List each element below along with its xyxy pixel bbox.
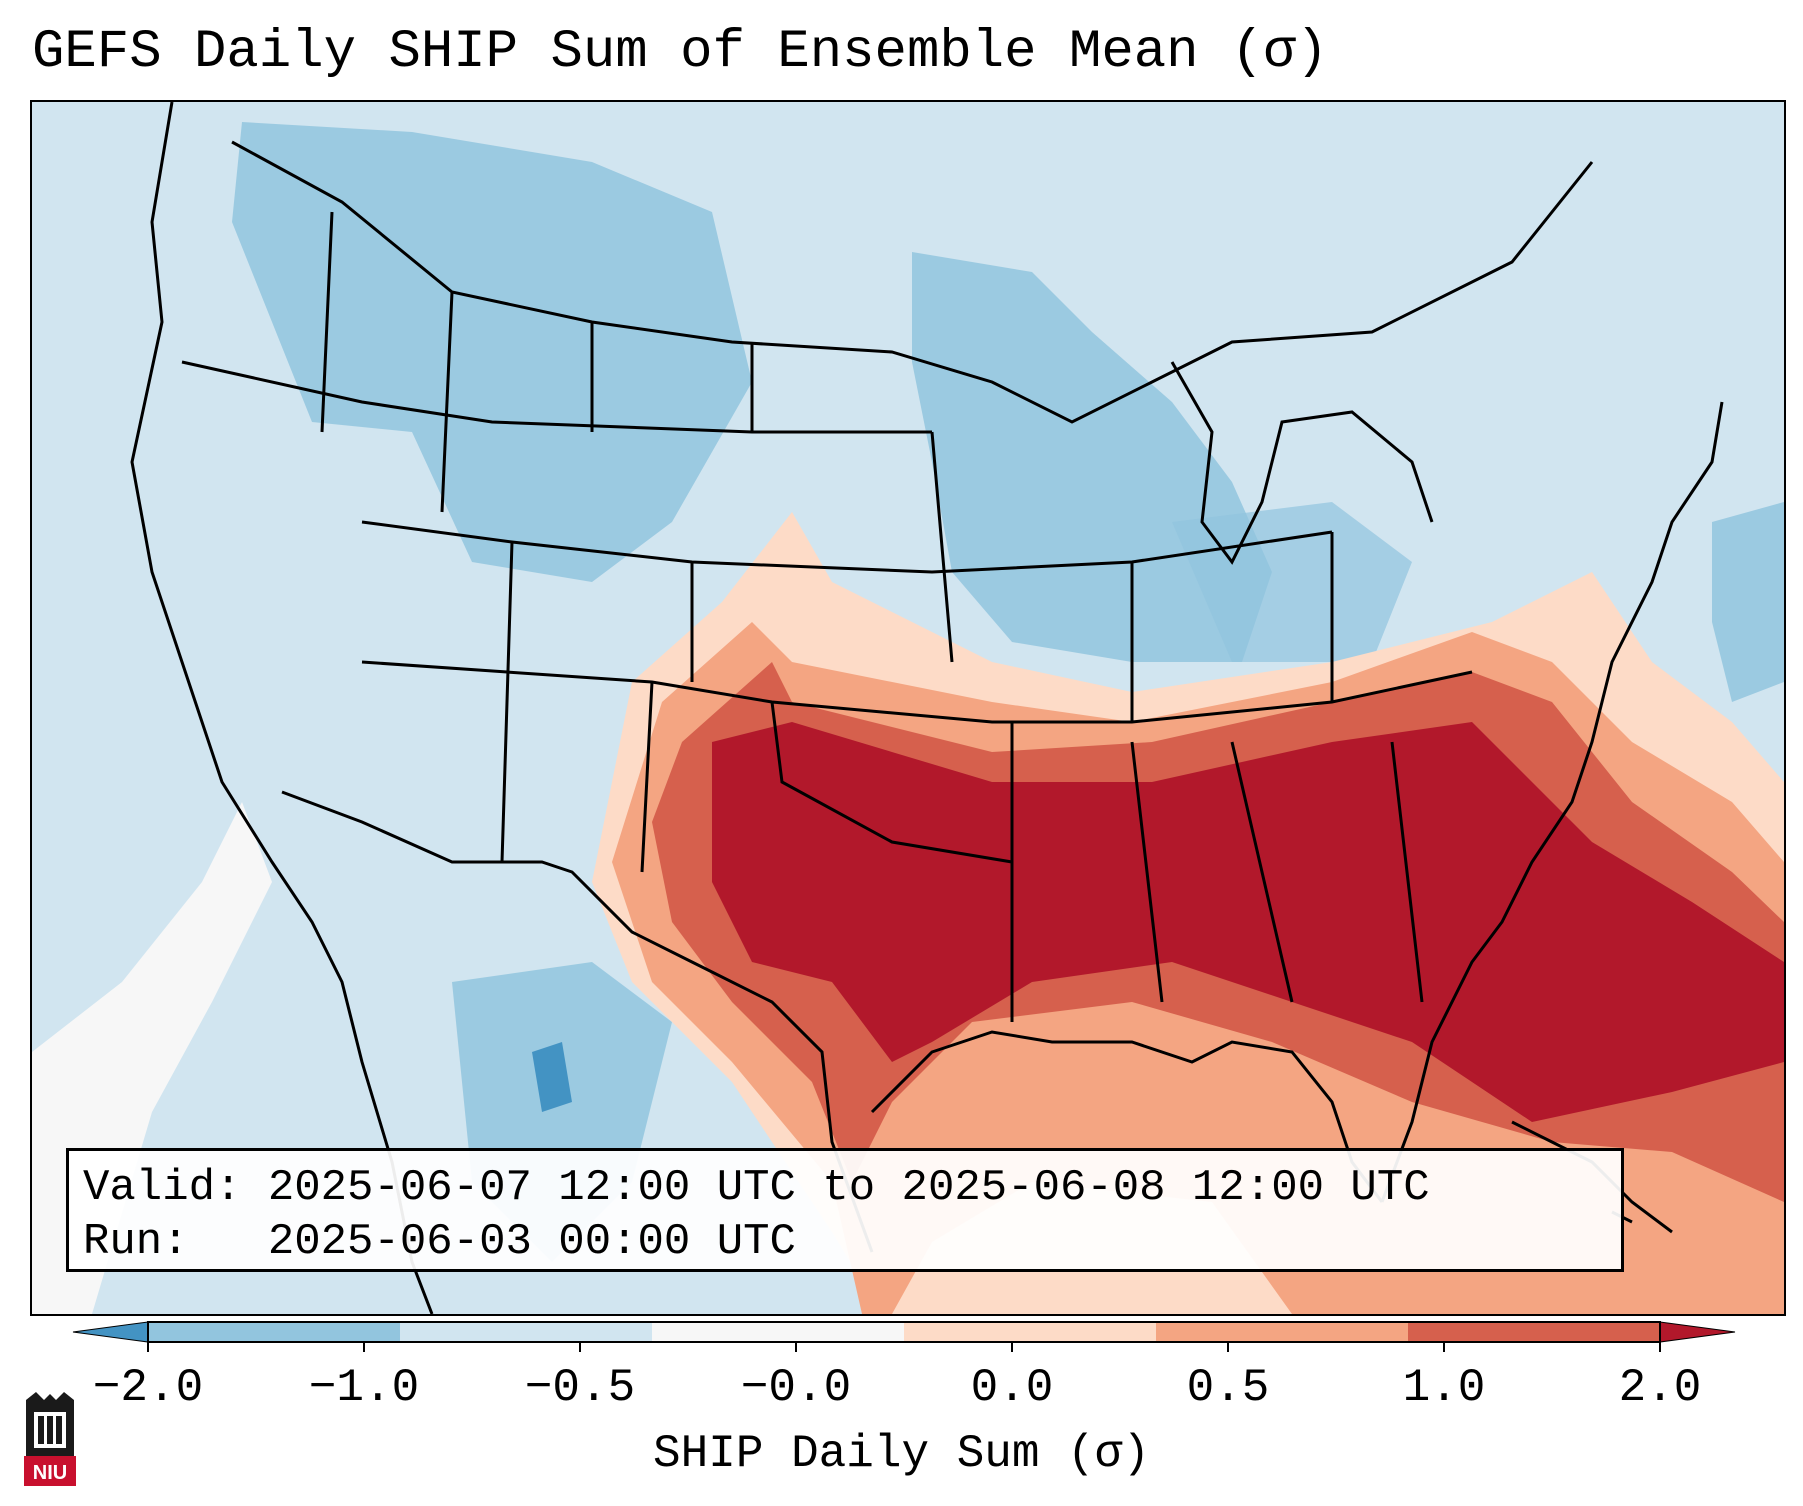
peak-positive-region bbox=[712, 722, 1784, 1122]
negative-anomaly-region bbox=[1172, 502, 1412, 662]
colorbar-tick-label: −0.5 bbox=[524, 1362, 636, 1414]
colorbar-tick-label: 2.0 bbox=[1618, 1362, 1702, 1414]
colorbar-extend-min bbox=[72, 1321, 149, 1343]
chart-title: GEFS Daily SHIP Sum of Ensemble Mean (σ) bbox=[32, 22, 1329, 83]
negative-anomaly-region bbox=[912, 252, 1272, 662]
colorbar-segment bbox=[1156, 1322, 1409, 1342]
anomaly-map bbox=[32, 102, 1784, 1314]
colorbar-tick-label: −0.0 bbox=[740, 1362, 852, 1414]
colorbar-segment bbox=[904, 1322, 1157, 1342]
gulf-coast bbox=[870, 1030, 1384, 1203]
negative-anomaly-region bbox=[232, 122, 752, 582]
valid-label: Valid: bbox=[83, 1163, 242, 1213]
great-lakes bbox=[1170, 361, 1434, 565]
geographic-borders bbox=[130, 102, 1724, 1314]
colorbar-tick-label: −1.0 bbox=[308, 1362, 420, 1414]
valid-run-info-box: Valid: 2025-06-07 12:00 UTC to 2025-06-0… bbox=[66, 1148, 1624, 1272]
colorbar-tick-label: 0.0 bbox=[970, 1362, 1054, 1414]
negative-anomaly-region bbox=[1712, 502, 1784, 702]
west-coastline bbox=[130, 102, 434, 1314]
valid-value: 2025-06-07 12:00 UTC to 2025-06-08 12:00… bbox=[267, 1163, 1430, 1213]
strong-negative-region bbox=[532, 1042, 572, 1112]
state-border bbox=[181, 360, 932, 434]
niu-logo-icon: NIU bbox=[24, 1392, 76, 1486]
map-panel bbox=[30, 100, 1786, 1316]
colorbar bbox=[72, 1321, 1736, 1352]
run-label: Run: bbox=[83, 1217, 189, 1267]
colorbar-segment bbox=[400, 1322, 653, 1342]
state-border bbox=[320, 211, 754, 513]
colorbar-extend-max bbox=[1659, 1321, 1736, 1343]
colorbar-segments bbox=[72, 1321, 1736, 1352]
colorbar-segment bbox=[148, 1322, 401, 1342]
logo-text: NIU bbox=[33, 1462, 67, 1484]
colorbar-tick-label: 0.5 bbox=[1186, 1362, 1270, 1414]
east-coast bbox=[1380, 401, 1724, 1203]
colorbar-label: SHIP Daily Sum (σ) bbox=[653, 1428, 1150, 1480]
southern-border bbox=[281, 790, 874, 1253]
colorbar-segment bbox=[652, 1322, 905, 1342]
colorbar-tick-label: 1.0 bbox=[1402, 1362, 1486, 1414]
colorbar-segment bbox=[1408, 1322, 1661, 1342]
state-border bbox=[640, 681, 1424, 1022]
state-border bbox=[361, 520, 1333, 574]
state-border bbox=[500, 431, 1334, 863]
colorbar-outline bbox=[147, 1321, 1661, 1343]
run-value: 2025-06-03 00:00 UTC bbox=[267, 1217, 796, 1267]
colorbar-tick-label: −2.0 bbox=[92, 1362, 204, 1414]
